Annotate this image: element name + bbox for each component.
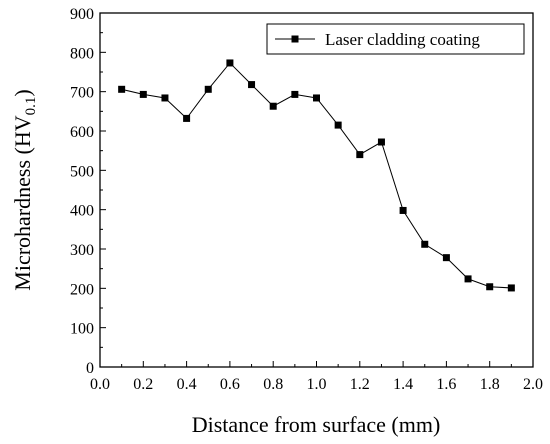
x-tick-label: 2.0 [523, 376, 543, 393]
data-point [399, 206, 407, 214]
data-point [464, 275, 472, 283]
x-tick-label: 0.8 [263, 376, 283, 393]
data-point [291, 90, 299, 98]
data-point [377, 138, 385, 146]
y-tick-label: 800 [70, 45, 94, 62]
y-tick-label: 400 [70, 203, 94, 220]
y-tick-label: 700 [70, 85, 94, 102]
data-point [313, 94, 320, 102]
data-point [226, 59, 234, 67]
data-point [183, 114, 191, 122]
legend: Laser cladding coating [266, 23, 525, 55]
axis-ticks: 0.0 0.2 0.4 0.6 0.8 1.0 1.2 1.4 1.6 1.8 2.0 0 100 200… [70, 6, 543, 393]
data-point [139, 90, 147, 98]
data-point [442, 254, 450, 262]
data-point [118, 85, 126, 93]
y-tick-label: 600 [70, 124, 94, 141]
data-point [507, 284, 515, 292]
y-axis-title-close: ) [10, 89, 35, 96]
data-point [421, 240, 429, 248]
y-tick-label: 200 [70, 281, 94, 298]
data-point [356, 151, 364, 159]
plot-axes [99, 12, 534, 368]
x-tick-label: 0.0 [90, 376, 110, 393]
data-point [486, 283, 494, 291]
y-tick-label: 500 [70, 163, 94, 180]
legend-box [266, 23, 525, 55]
x-tick-label: 0.6 [220, 376, 240, 393]
x-tick-label: 1.2 [350, 376, 370, 393]
legend-label: Laser cladding coating [325, 30, 480, 49]
data-point [161, 94, 169, 102]
y-tick-label: 100 [70, 321, 94, 338]
data-point [334, 121, 342, 129]
x-tick-label: 0.4 [177, 376, 197, 393]
y-tick-label: 300 [70, 242, 94, 259]
x-tick-label: 1.8 [480, 376, 500, 393]
data-point [204, 85, 212, 93]
y-axis-title-subscript: 0.1 [23, 97, 39, 116]
x-tick-label: 1.0 [307, 376, 327, 393]
x-tick-label: 1.4 [393, 376, 413, 393]
data-point [269, 102, 277, 110]
x-tick-label: 0.2 [133, 376, 153, 393]
legend-marker [291, 35, 299, 43]
y-tick-label: 0 [86, 360, 94, 377]
data-series [118, 59, 515, 292]
y-axis-title-main: Microhardness (HV [10, 115, 35, 290]
y-axis-title: Microhardness (HV0.1) [10, 89, 39, 290]
y-tick-label: 900 [70, 6, 94, 23]
data-point [248, 81, 256, 89]
x-tick-label: 1.6 [436, 376, 456, 393]
x-axis-title: Distance from surface (mm) [192, 412, 441, 437]
plot-frame [99, 12, 534, 368]
